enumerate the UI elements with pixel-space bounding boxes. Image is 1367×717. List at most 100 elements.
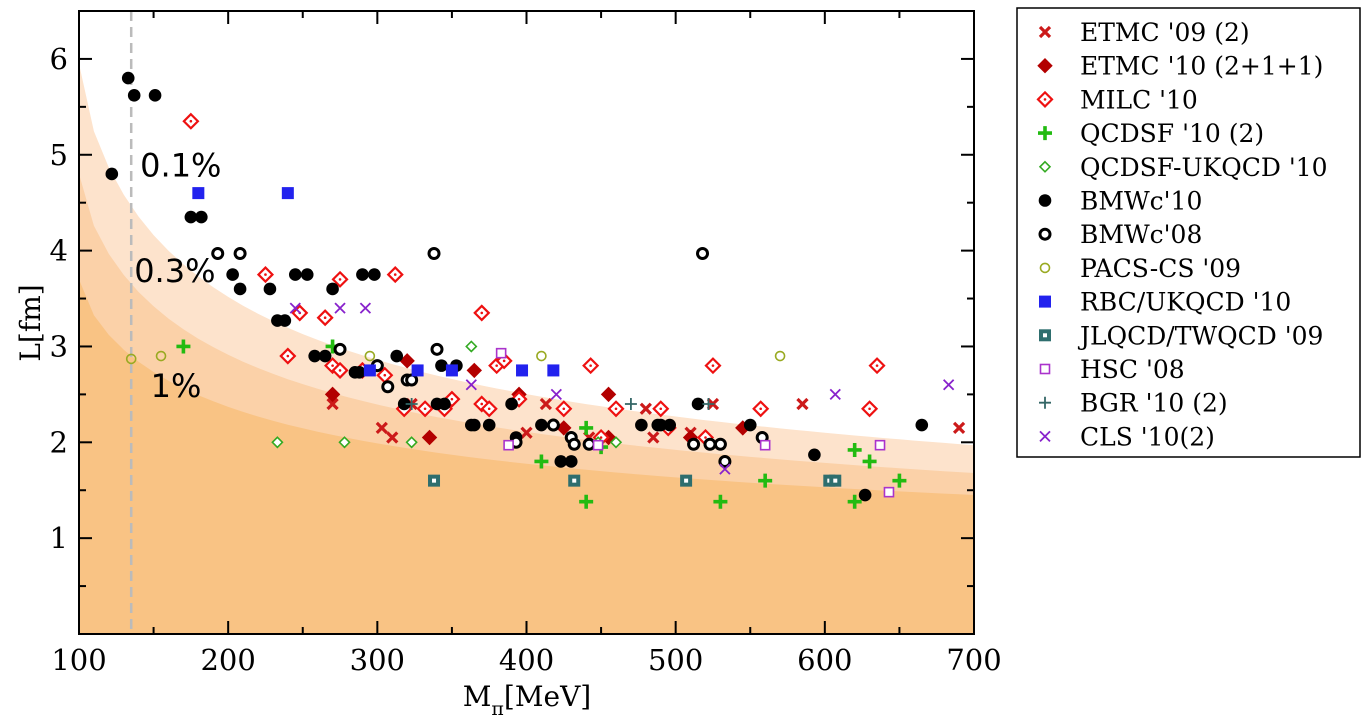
point-5-20 (390, 349, 404, 363)
legend-label-6: BMWc'08 (1080, 220, 1202, 249)
series-10 (495, 347, 895, 498)
series-4 (271, 340, 623, 449)
point-5-10 (278, 314, 292, 327)
point-5-15 (326, 282, 339, 296)
x-tick-label-1: 200 (200, 643, 255, 677)
point-5-7 (233, 282, 247, 296)
point-0-12 (952, 421, 966, 435)
point-6-12 (567, 437, 581, 451)
point-5-29 (505, 397, 518, 411)
series-2 (182, 112, 886, 447)
x-tick-label-2: 300 (350, 643, 405, 677)
point-4-2 (405, 436, 418, 449)
point-12-6 (829, 388, 841, 401)
point-5-6 (226, 268, 239, 281)
point-5-39 (691, 397, 705, 411)
point-1-2 (421, 429, 438, 446)
legend-label-12: CLS '10(2) (1080, 422, 1215, 451)
x-axis-label-main: M (463, 680, 492, 713)
point-5-35 (635, 418, 648, 432)
point-10-2 (592, 439, 604, 451)
legend-marker-0 (1038, 25, 1052, 39)
point-8-1 (281, 187, 294, 200)
point-0-4 (520, 426, 533, 439)
band-label-0: 0.1% (140, 146, 221, 184)
legend-box (1016, 7, 1361, 458)
x-tick-label-3: 400 (499, 643, 554, 677)
point-6-17 (713, 437, 727, 451)
point-5-28 (482, 418, 496, 432)
band-region-2 (79, 279, 974, 634)
point-10-0 (495, 347, 507, 359)
point-2-0 (182, 112, 200, 130)
point-0-1 (375, 421, 388, 435)
point-5-33 (554, 455, 568, 468)
legend-marker-7 (1039, 262, 1051, 274)
point-5-31 (535, 418, 548, 432)
point-2-21 (555, 400, 573, 418)
point-5-4 (184, 210, 198, 224)
point-5-37 (654, 418, 668, 432)
legend-label-4: QCDSF-UKQCD '10 (1080, 153, 1328, 182)
point-3-6 (713, 494, 728, 509)
legend-label-5: BMWc'10 (1080, 187, 1202, 216)
point-10-1 (503, 439, 514, 451)
point-9-0 (428, 474, 441, 487)
y-tick-label-3: 4 (50, 234, 68, 268)
point-7-2 (364, 350, 376, 362)
point-9-1 (568, 474, 581, 487)
point-0-11 (796, 397, 809, 411)
y-tick-label-2: 3 (50, 329, 68, 363)
legend-marker-2 (1036, 90, 1054, 108)
point-4-5 (609, 436, 623, 449)
point-0-5 (539, 397, 553, 411)
point-11-2 (702, 397, 715, 410)
point-7-3 (536, 350, 547, 362)
bands (79, 63, 974, 634)
point-2-7 (331, 361, 349, 379)
legend-marker-11 (1039, 396, 1051, 409)
series-8 (192, 187, 560, 377)
point-2-6 (331, 270, 349, 288)
point-5-24 (438, 397, 451, 411)
point-6-7 (427, 246, 441, 260)
point-6-4 (381, 380, 395, 394)
point-5-17 (353, 366, 366, 379)
point-12-3 (465, 379, 477, 391)
legend-marker-10 (1039, 363, 1051, 375)
y-tick-label-4: 5 (50, 138, 68, 172)
point-2-22 (582, 357, 600, 375)
point-2-30 (861, 400, 879, 418)
point-3-2 (534, 454, 549, 469)
point-5-42 (858, 488, 872, 502)
legend-label-11: BGR '10 (2) (1080, 389, 1228, 418)
point-10-3 (759, 439, 771, 451)
point-5-8 (263, 282, 277, 296)
y-tick-label-5: 6 (50, 42, 68, 76)
axes: 100 200 300 400 500 600 700 1 2 3 4 5 6 (50, 11, 1002, 677)
point-6-14 (687, 437, 701, 451)
point-5-34 (564, 455, 578, 468)
point-10-5 (883, 486, 895, 498)
legend-marker-8 (1039, 295, 1051, 308)
point-2-24 (607, 400, 625, 418)
legend-marker-6 (1038, 227, 1052, 241)
point-7-0 (125, 353, 137, 365)
legend-label-0: ETMC '09 (2) (1080, 18, 1250, 47)
point-3-4 (579, 420, 594, 435)
point-3-9 (847, 442, 862, 457)
band-label-1: 0.3% (134, 252, 215, 290)
point-0-2 (386, 431, 399, 444)
point-11-0 (405, 397, 418, 410)
y-tick-label-1: 2 (50, 425, 68, 459)
point-6-2 (333, 342, 347, 356)
point-5-14 (318, 349, 332, 363)
point-8-2 (363, 364, 376, 377)
point-5-11 (288, 268, 302, 281)
point-9-4 (829, 474, 842, 487)
series-11 (405, 397, 715, 410)
point-3-0 (176, 339, 191, 354)
x-tick-label-5: 600 (797, 643, 852, 677)
point-5-3 (148, 89, 162, 102)
point-4-1 (338, 436, 351, 449)
